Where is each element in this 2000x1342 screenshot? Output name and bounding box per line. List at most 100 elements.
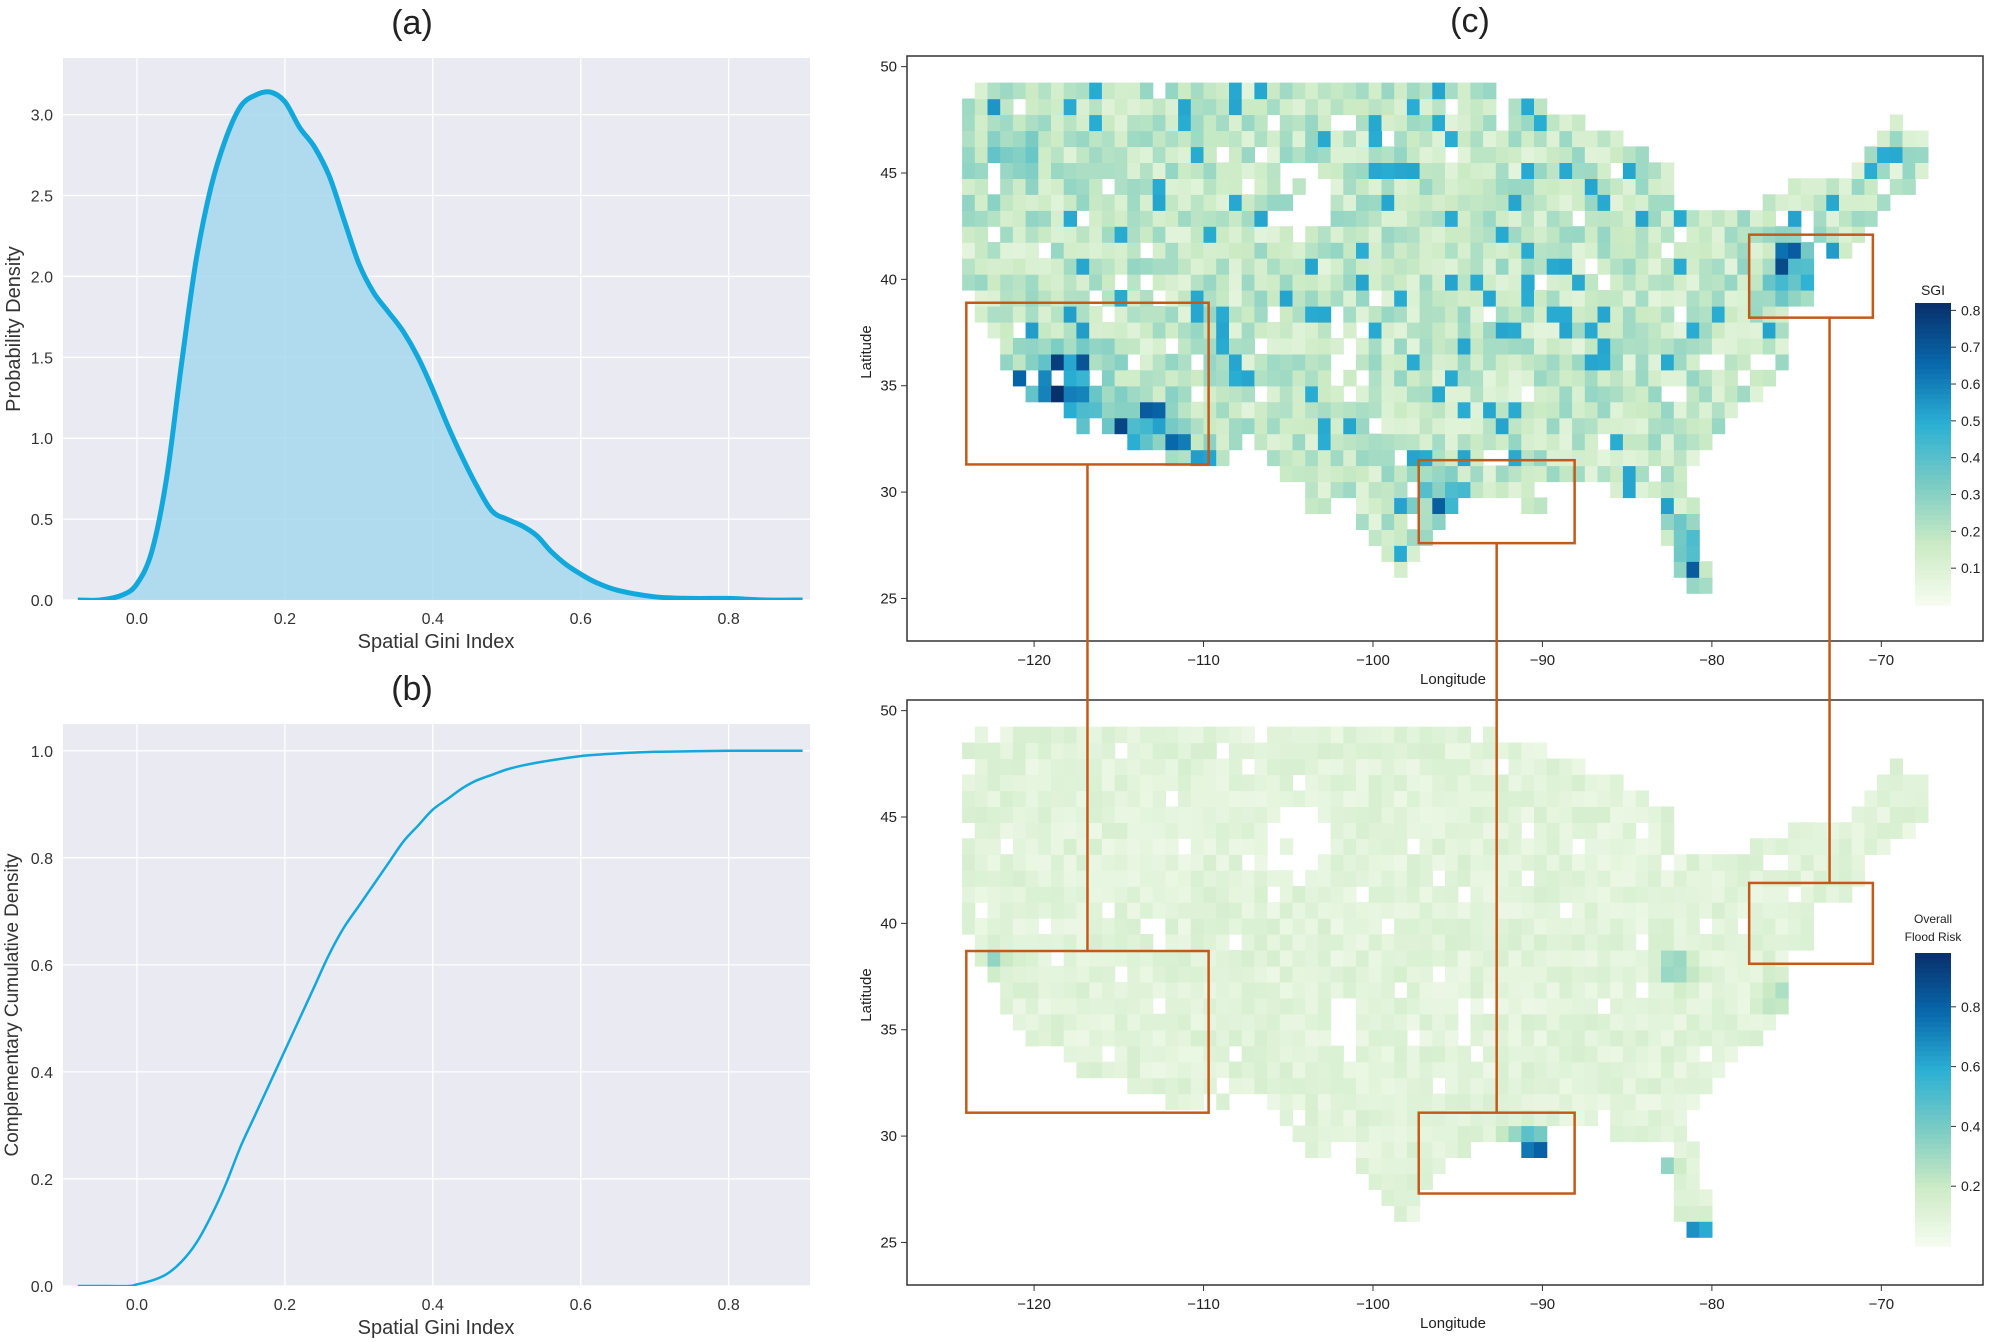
county-cell <box>1406 726 1421 744</box>
county-cell <box>1673 854 1688 871</box>
county-cell <box>1750 950 1764 967</box>
county-cell <box>1305 918 1319 935</box>
county-cell <box>962 194 976 211</box>
county-cell <box>1483 902 1497 919</box>
county-cell <box>1279 242 1294 259</box>
county-cell <box>1457 1093 1471 1111</box>
county-cell <box>1330 242 1344 259</box>
county-cell <box>1750 258 1764 275</box>
county-cell <box>1724 306 1738 323</box>
county-cell <box>1572 1093 1586 1111</box>
county-cell <box>1025 114 1039 132</box>
county-cell <box>1330 210 1344 227</box>
county-cell <box>1356 1013 1370 1031</box>
county-cell <box>1101 114 1116 132</box>
county-cell <box>1445 1125 1459 1143</box>
county-cell <box>1279 758 1294 776</box>
county-cell <box>1203 82 1217 100</box>
county-cell <box>1178 1013 1192 1031</box>
county-cell <box>1559 997 1573 1015</box>
county-cell <box>1229 146 1243 163</box>
county-cell <box>1305 274 1319 291</box>
county-cell <box>1254 822 1268 839</box>
county-cell <box>1559 934 1573 951</box>
ccdf-y-tick-labels: 0.00.20.40.60.81.0 <box>31 744 53 1296</box>
county-cell <box>1432 417 1446 435</box>
county-cell <box>1445 274 1459 291</box>
county-cell <box>1635 433 1649 451</box>
county-cell <box>1622 401 1637 419</box>
county-cell <box>1356 981 1370 999</box>
county-cell <box>1457 481 1471 499</box>
county-cell <box>1419 146 1433 163</box>
county-cell <box>1635 1013 1649 1031</box>
county-cell <box>1419 385 1433 403</box>
county-cell <box>1368 1173 1382 1190</box>
county-cell <box>1610 417 1624 435</box>
county-cell <box>1305 726 1319 744</box>
county-cell <box>1051 902 1065 919</box>
county-cell <box>1178 981 1192 999</box>
county-cell <box>1584 1061 1599 1079</box>
county-cell <box>1686 902 1700 919</box>
county-cell <box>1635 1077 1649 1095</box>
county-cell <box>1483 950 1497 967</box>
county-cell <box>1152 1029 1166 1047</box>
colorbar-segment <box>1915 443 1951 450</box>
county-cell <box>1089 337 1103 355</box>
county-cell <box>1508 997 1522 1015</box>
county-cell <box>1114 790 1128 807</box>
county-cell <box>1356 1157 1370 1174</box>
county-cell <box>1495 321 1510 339</box>
county-cell <box>1521 178 1535 195</box>
county-cell <box>1534 369 1548 387</box>
county-cell <box>1635 465 1649 483</box>
county-cell <box>1432 742 1446 760</box>
county-cell <box>1495 337 1510 355</box>
county-cell <box>1584 997 1599 1015</box>
county-cell <box>1165 98 1179 116</box>
county-cell <box>1673 449 1688 467</box>
county-cell <box>1241 385 1255 403</box>
county-cell <box>1216 210 1230 227</box>
county-cell <box>1750 274 1764 291</box>
county-cell <box>1534 1125 1548 1143</box>
county-cell <box>1038 997 1052 1015</box>
county-cell <box>1254 1077 1268 1095</box>
county-cell <box>1826 242 1840 259</box>
county-cell <box>1483 321 1497 339</box>
county-cell <box>1686 545 1700 562</box>
county-cell <box>1229 838 1243 855</box>
county-cell <box>1063 82 1077 100</box>
county-cell <box>1114 886 1128 903</box>
county-cell <box>1661 162 1675 179</box>
county-cell <box>1508 742 1522 760</box>
county-cell <box>1762 337 1776 355</box>
county-cell <box>1076 258 1090 275</box>
county-cell <box>1012 806 1027 823</box>
county-cell <box>1648 321 1662 339</box>
county-cell <box>1356 822 1370 839</box>
county-cell <box>1229 226 1243 243</box>
county-cell <box>1292 1061 1306 1079</box>
county-cell <box>1597 934 1611 951</box>
county-cell <box>1788 838 1802 855</box>
county-cell <box>974 274 989 291</box>
county-cell <box>1457 82 1471 100</box>
county-cell <box>1178 98 1192 116</box>
county-cell <box>1394 545 1408 562</box>
county-cell <box>1216 321 1230 339</box>
county-cell <box>1699 369 1713 387</box>
county-cell <box>1101 886 1116 903</box>
county-cell <box>1165 433 1179 451</box>
county-cell <box>1546 870 1560 887</box>
county-cell <box>1203 290 1217 307</box>
county-cell <box>1038 146 1052 163</box>
county-cell <box>1597 1013 1611 1031</box>
county-cell <box>1673 870 1688 887</box>
county-cell <box>1178 726 1192 744</box>
county-cell <box>1394 433 1408 451</box>
county-cell <box>1521 934 1535 951</box>
county-cell <box>1127 178 1141 195</box>
